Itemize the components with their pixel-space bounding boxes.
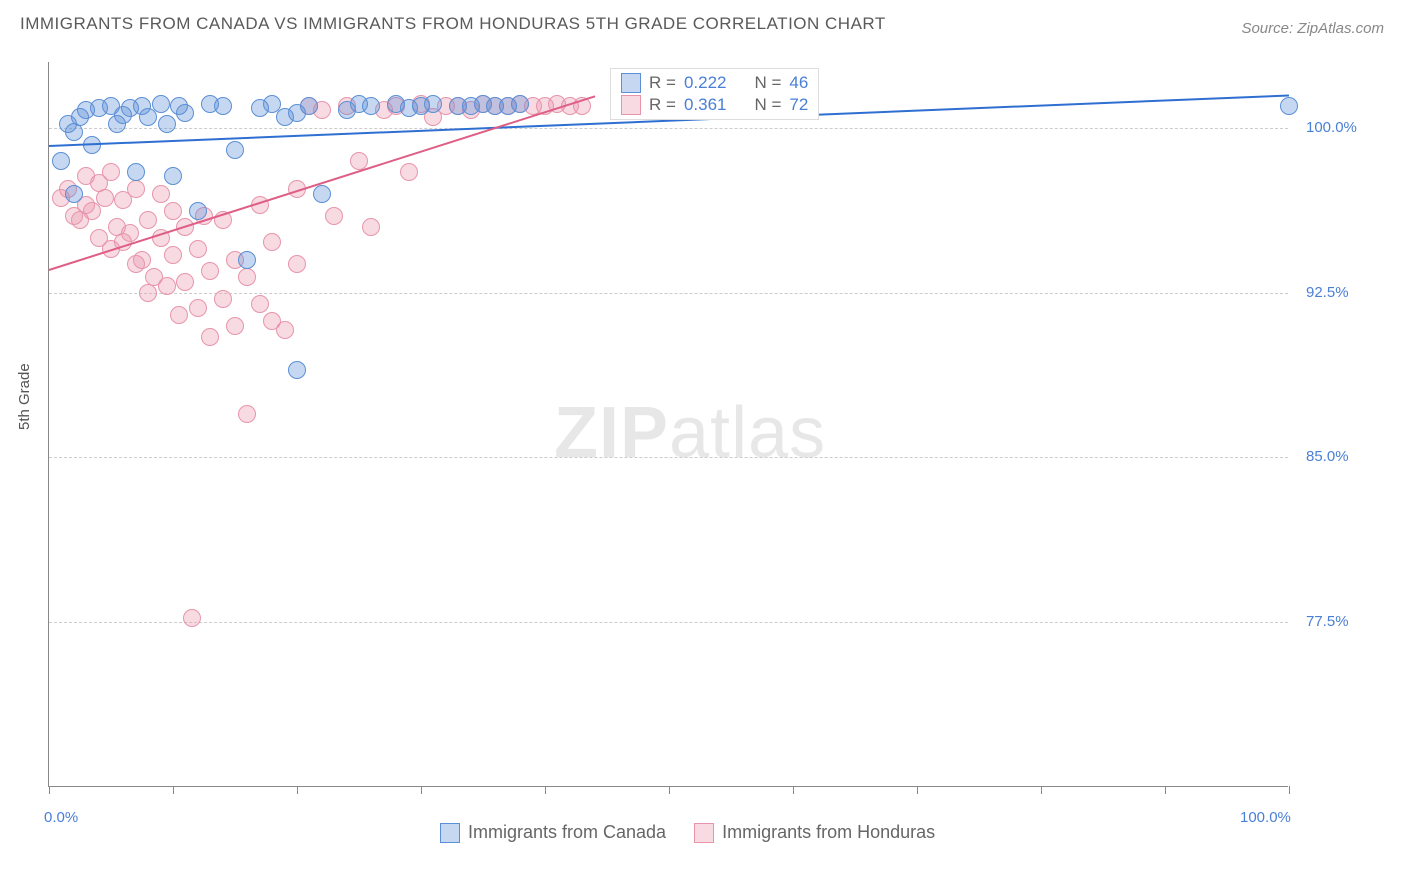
legend-item-honduras: Immigrants from Honduras [694,822,935,843]
x-tick [669,786,670,794]
x-tick [545,786,546,794]
data-point [214,97,232,115]
data-point [288,104,306,122]
x-tick [1165,786,1166,794]
data-point [152,95,170,113]
r-value: 0.222 [684,73,727,93]
data-point [65,123,83,141]
data-point [189,202,207,220]
gridline [49,457,1288,458]
series-legend: Immigrants from Canada Immigrants from H… [440,822,935,843]
data-point [288,361,306,379]
x-tick [917,786,918,794]
x-tick [173,786,174,794]
data-point [400,163,418,181]
data-point [251,295,269,313]
swatch-icon [621,73,641,93]
watermark-zip: ZIP [554,393,669,473]
data-point [362,218,380,236]
legend-label-canada: Immigrants from Canada [468,822,666,843]
data-point [214,290,232,308]
data-point [164,202,182,220]
swatch-icon [621,95,641,115]
n-value: 46 [789,73,808,93]
data-point [121,224,139,242]
data-point [226,317,244,335]
gridline [49,293,1288,294]
data-point [127,163,145,181]
x-tick [1041,786,1042,794]
data-point [158,277,176,295]
data-point [238,405,256,423]
data-point [52,152,70,170]
n-label: N = [754,73,781,93]
data-point [424,95,442,113]
r-label: R = [649,95,676,115]
x-tick [49,786,50,794]
y-tick-label: 92.5% [1306,284,1349,301]
data-point [65,185,83,203]
data-point [133,251,151,269]
legend-stat-row: R = 0.222 N = 46 [621,73,808,93]
data-point [276,321,294,339]
x-tick [421,786,422,794]
x-tick [297,786,298,794]
data-point [176,104,194,122]
data-point [152,185,170,203]
legend-stat-row: R = 0.361 N = 72 [621,95,808,115]
data-point [226,141,244,159]
n-label: N = [754,95,781,115]
data-point [238,268,256,286]
data-point [158,115,176,133]
data-point [189,240,207,258]
data-point [313,185,331,203]
data-point [139,284,157,302]
data-point [170,306,188,324]
data-point [511,95,529,113]
y-axis-label: 5th Grade [16,363,33,430]
x-tick [1289,786,1290,794]
watermark-atlas: atlas [669,393,826,473]
data-point [164,167,182,185]
data-point [183,609,201,627]
n-value: 72 [789,95,808,115]
data-point [201,328,219,346]
data-point [288,255,306,273]
gridline [49,128,1288,129]
x-tick-label: 100.0% [1240,809,1291,826]
y-tick-label: 100.0% [1306,119,1357,136]
watermark: ZIPatlas [554,392,826,474]
data-point [96,189,114,207]
data-point [102,163,120,181]
plot-area: ZIPatlas [48,62,1288,787]
swatch-canada [440,823,460,843]
r-label: R = [649,73,676,93]
data-point [201,262,219,280]
data-point [164,246,182,264]
data-point [176,273,194,291]
data-point [263,233,281,251]
data-point [1280,97,1298,115]
y-tick-label: 77.5% [1306,613,1349,630]
data-point [139,211,157,229]
x-tick [793,786,794,794]
data-point [189,299,207,317]
correlation-legend: R = 0.222 N = 46 R = 0.361 N = 72 [610,68,819,120]
y-tick-label: 85.0% [1306,448,1349,465]
legend-item-canada: Immigrants from Canada [440,822,666,843]
source-label: Source: ZipAtlas.com [1241,20,1384,37]
legend-label-honduras: Immigrants from Honduras [722,822,935,843]
data-point [238,251,256,269]
chart-title: IMMIGRANTS FROM CANADA VS IMMIGRANTS FRO… [20,14,886,34]
r-value: 0.361 [684,95,727,115]
x-tick-label: 0.0% [44,809,78,826]
data-point [325,207,343,225]
data-point [127,180,145,198]
data-point [362,97,380,115]
swatch-honduras [694,823,714,843]
gridline [49,622,1288,623]
